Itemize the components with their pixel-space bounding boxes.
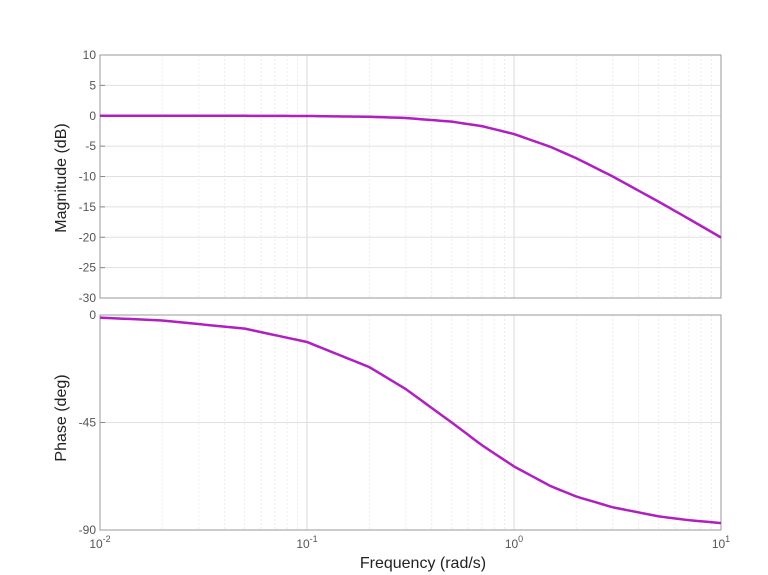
frequency-tick-label: 10-2 (89, 534, 110, 551)
magnitude-y-tick-label: -20 (79, 230, 97, 244)
magnitude-axis-label: Magnitude (dB) (53, 123, 70, 232)
magnitude-y-tick-label: 10 (83, 48, 97, 62)
magnitude-y-tick-label: -5 (85, 139, 96, 153)
magnitude-y-tick-label: -25 (79, 261, 97, 275)
frequency-tick-label: 100 (505, 534, 523, 551)
phase-y-tick-label: 0 (89, 308, 96, 322)
phase-frame (99, 314, 722, 531)
phase-axis-label: Phase (deg) (53, 374, 70, 461)
magnitude-y-tick-label: -10 (79, 170, 97, 184)
magnitude-y-tick-label: -15 (79, 200, 97, 214)
frequency-axis-label: Frequency (rad/s) (360, 555, 486, 572)
frequency-tick-label: 10-1 (296, 534, 317, 551)
phase-y-tick-label: -45 (79, 416, 97, 430)
magnitude-series-line (100, 114, 722, 239)
phase-y-tick-label: -90 (79, 523, 97, 537)
magnitude-y-tick-label: 0 (89, 109, 96, 123)
magnitude-frame (99, 54, 722, 299)
magnitude-y-tick-label: -30 (79, 291, 97, 305)
frequency-tick-label: 101 (712, 534, 730, 551)
magnitude-y-tick-label: 5 (89, 78, 96, 92)
magnitude-panel: 10 5 0 -5 -10 -15 -20 -25 -30 (79, 48, 722, 305)
phase-series-line (99, 316, 722, 525)
